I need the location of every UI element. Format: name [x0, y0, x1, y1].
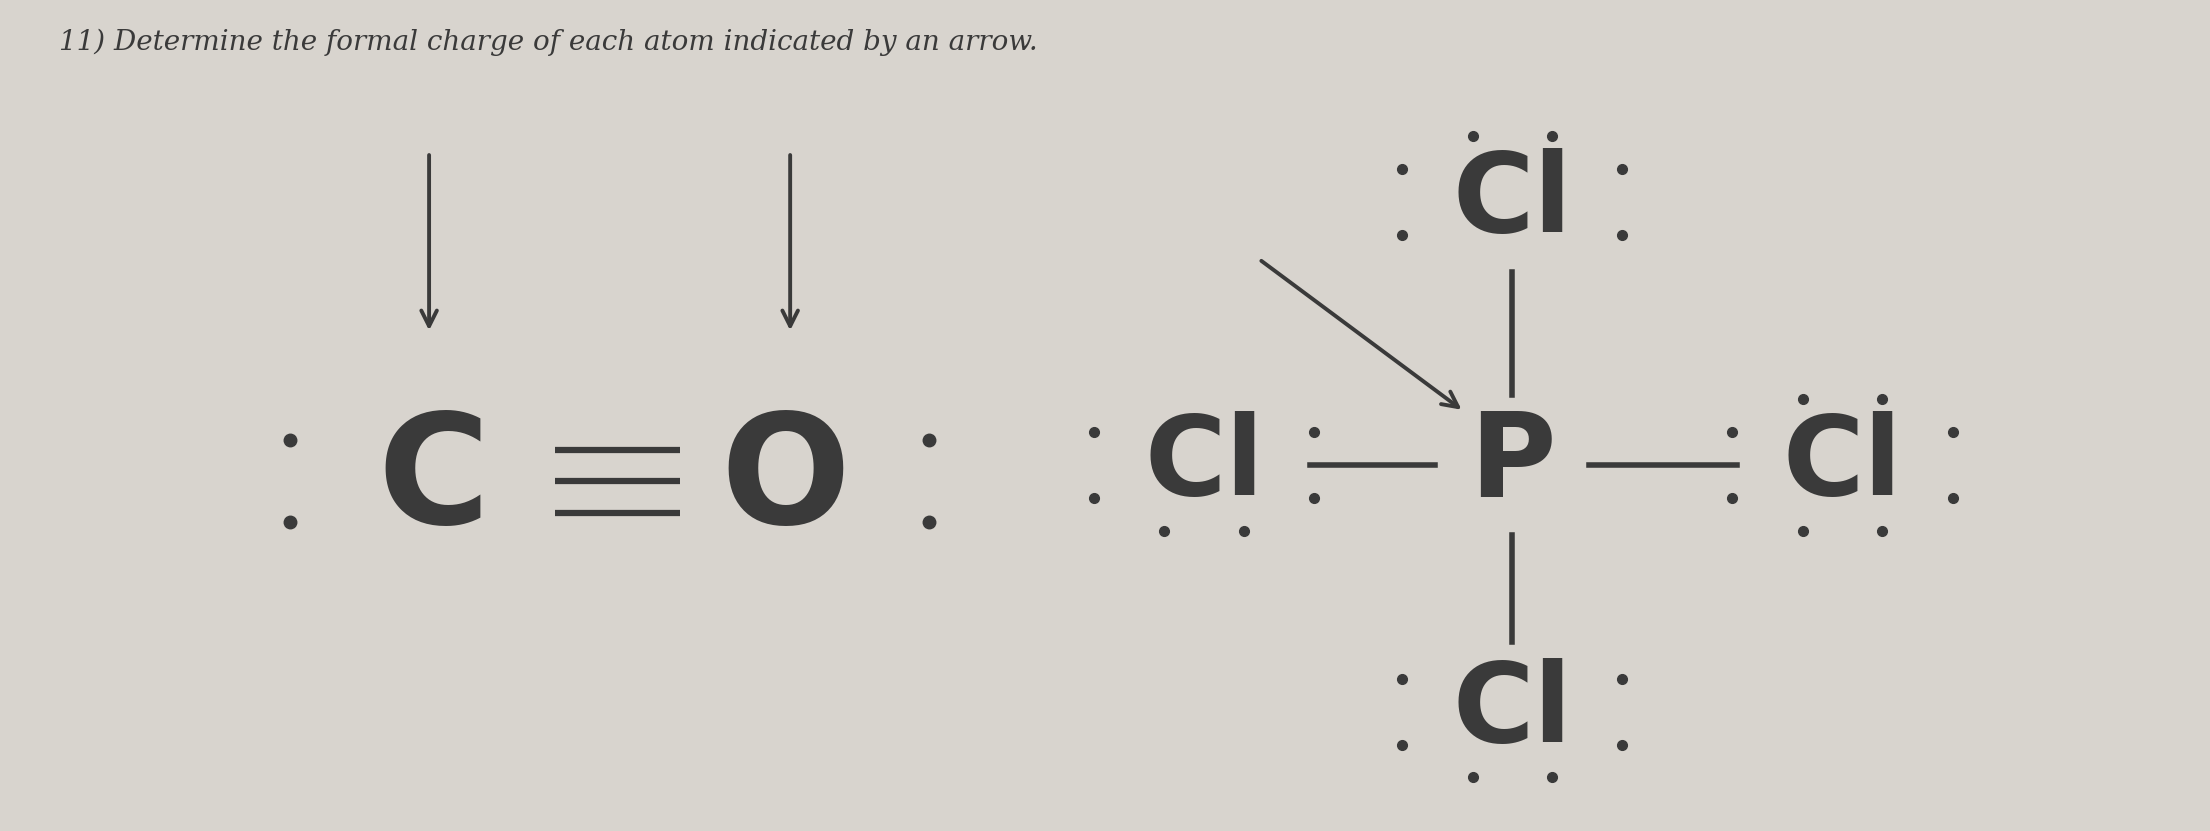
Text: P: P	[1470, 407, 1556, 523]
Text: 11) Determine the formal charge of each atom indicated by an arrow.: 11) Determine the formal charge of each …	[60, 29, 1039, 57]
Text: Cl: Cl	[1783, 411, 1903, 519]
Text: C: C	[378, 407, 491, 556]
Text: O: O	[720, 407, 851, 556]
Text: Cl: Cl	[1452, 148, 1571, 255]
Text: Cl: Cl	[1452, 658, 1571, 765]
Text: Cl: Cl	[1145, 411, 1264, 519]
